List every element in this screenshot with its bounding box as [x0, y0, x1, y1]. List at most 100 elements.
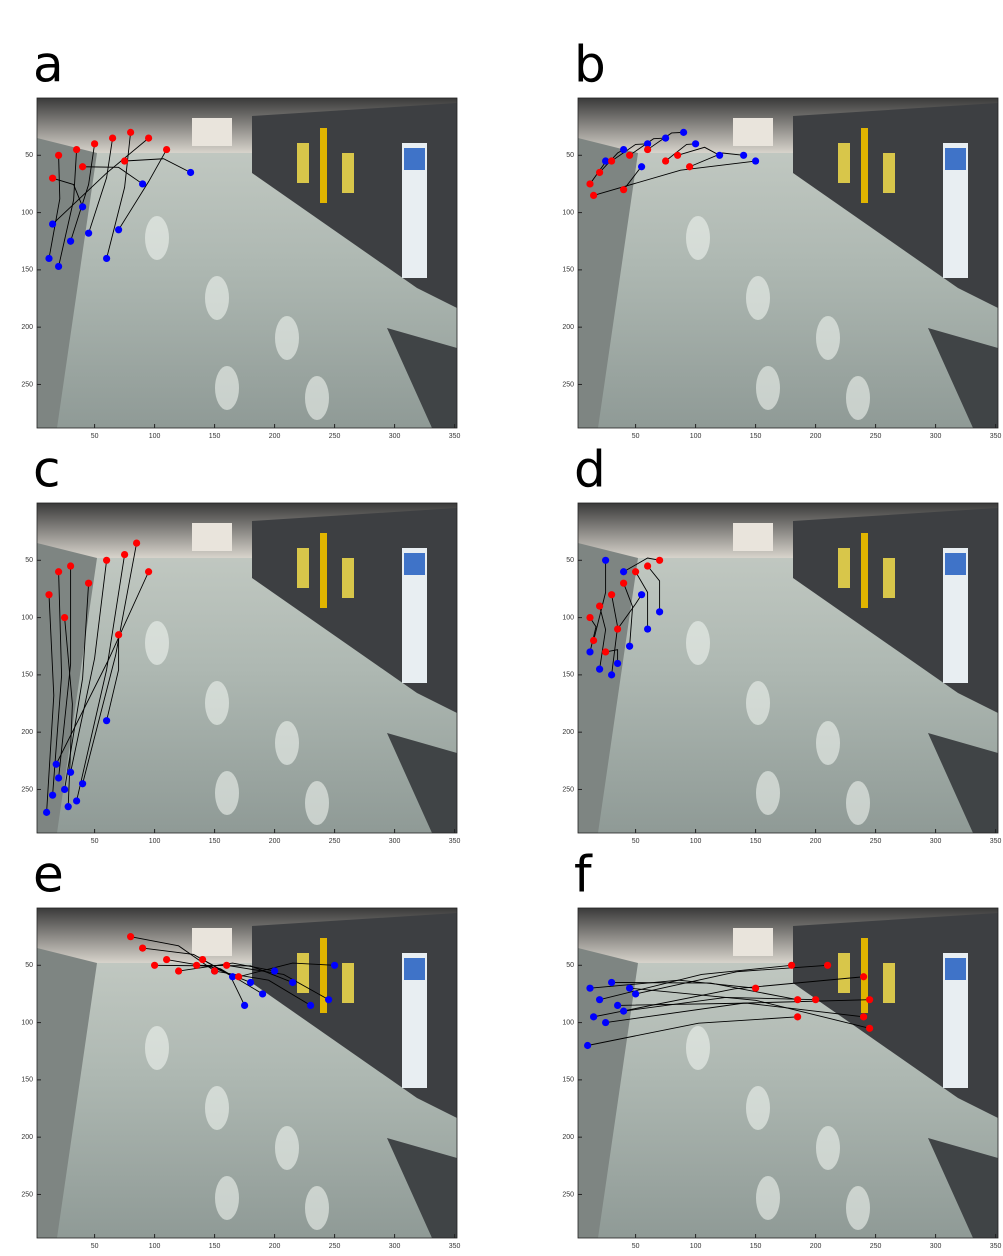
trajectory — [617, 1002, 864, 1018]
y-tick-label: 50 — [25, 152, 33, 159]
photo-wall-left — [37, 948, 97, 1238]
x-tick-label: 300 — [930, 433, 942, 440]
panel: d 50 100 150 200 250 300 350 50 100 150 200 250 — [562, 441, 1001, 845]
point — [331, 961, 339, 969]
trajectory — [623, 557, 660, 573]
photo-floor-edge — [387, 328, 457, 428]
point — [608, 978, 616, 987]
point — [602, 648, 610, 656]
photo-machine — [883, 963, 895, 1003]
photo-reflection — [275, 1126, 299, 1170]
panel-label: a — [33, 36, 64, 94]
point — [596, 168, 604, 177]
photo-machine — [838, 548, 850, 588]
point — [55, 151, 63, 159]
point — [662, 157, 670, 165]
photo-reflection — [145, 621, 169, 665]
point — [52, 760, 60, 768]
photo-floor-edge — [928, 733, 998, 833]
y-tick-label: 100 — [562, 209, 574, 216]
point — [644, 145, 652, 154]
photo-wall-left — [578, 543, 638, 833]
trajectory — [88, 138, 114, 234]
x-tick-label: 300 — [930, 1243, 942, 1250]
photo-reflection — [305, 376, 329, 420]
trajectory — [226, 964, 329, 1001]
photo-reflection — [746, 681, 770, 725]
photo-reflection — [205, 1086, 229, 1130]
point — [638, 163, 646, 171]
photo-yellow-pole — [320, 128, 327, 203]
trajectory — [202, 959, 246, 1006]
point — [586, 648, 594, 656]
x-tick-label: 200 — [810, 1243, 822, 1250]
point — [644, 140, 652, 148]
trajectory — [647, 565, 661, 612]
photo-floor-edge — [928, 328, 998, 428]
point — [596, 996, 604, 1004]
trajectory — [124, 158, 191, 173]
trajectory — [118, 149, 167, 231]
point — [620, 186, 628, 194]
photo-yellow-pole — [320, 938, 327, 1013]
point — [187, 168, 195, 177]
point — [85, 579, 93, 587]
x-tick-label: 250 — [870, 433, 882, 440]
panel-label: b — [574, 36, 606, 94]
photo-sign — [192, 928, 232, 956]
point — [247, 978, 255, 987]
plot-frame — [36, 907, 458, 1239]
point — [716, 151, 724, 159]
point — [145, 134, 153, 142]
point — [64, 803, 72, 811]
point — [151, 961, 159, 969]
point — [103, 717, 111, 725]
trajectory — [106, 132, 132, 259]
point — [49, 174, 57, 182]
point — [139, 944, 147, 952]
point — [79, 203, 87, 211]
photo-machine — [838, 143, 850, 183]
point — [307, 1001, 315, 1009]
panel: b 50 100 150 200 250 300 350 50 100 150 200 250 — [562, 36, 1001, 440]
point — [271, 967, 279, 975]
point — [614, 625, 622, 633]
x-tick-label: 300 — [389, 838, 401, 845]
y-tick-label: 100 — [21, 614, 33, 621]
trajectory — [593, 976, 864, 1018]
photo-reflection — [215, 771, 239, 815]
point — [794, 996, 802, 1004]
x-tick-label: 100 — [690, 433, 702, 440]
photo-reflection — [756, 1176, 780, 1220]
point — [103, 254, 111, 263]
point — [121, 157, 129, 165]
y-tick-label: 100 — [21, 209, 33, 216]
y-tick-label: 200 — [562, 324, 574, 331]
photo-reflection — [215, 1176, 239, 1220]
photo-reflection — [686, 1026, 710, 1070]
point — [866, 1024, 874, 1032]
x-tick-label: 200 — [810, 433, 822, 440]
photo-reflection — [756, 771, 780, 815]
x-tick-label: 100 — [149, 1243, 161, 1250]
x-tick-label: 350 — [449, 1243, 461, 1250]
point — [61, 785, 69, 794]
photo-screen-top — [404, 958, 425, 980]
photo-screen-top — [945, 148, 966, 170]
photo-reflection — [816, 316, 840, 360]
photo-machine — [342, 153, 354, 193]
photo-sign — [733, 928, 773, 956]
point — [163, 145, 171, 154]
y-tick-label: 250 — [21, 381, 33, 388]
photo-reflection — [756, 366, 780, 410]
photo-screen-top — [945, 553, 966, 575]
trajectory — [689, 152, 744, 168]
point — [223, 961, 231, 969]
point — [115, 226, 123, 234]
photo-wall-left — [37, 543, 97, 833]
point — [79, 163, 87, 171]
point — [644, 625, 652, 633]
point — [620, 579, 628, 587]
x-tick-label: 350 — [449, 838, 461, 845]
